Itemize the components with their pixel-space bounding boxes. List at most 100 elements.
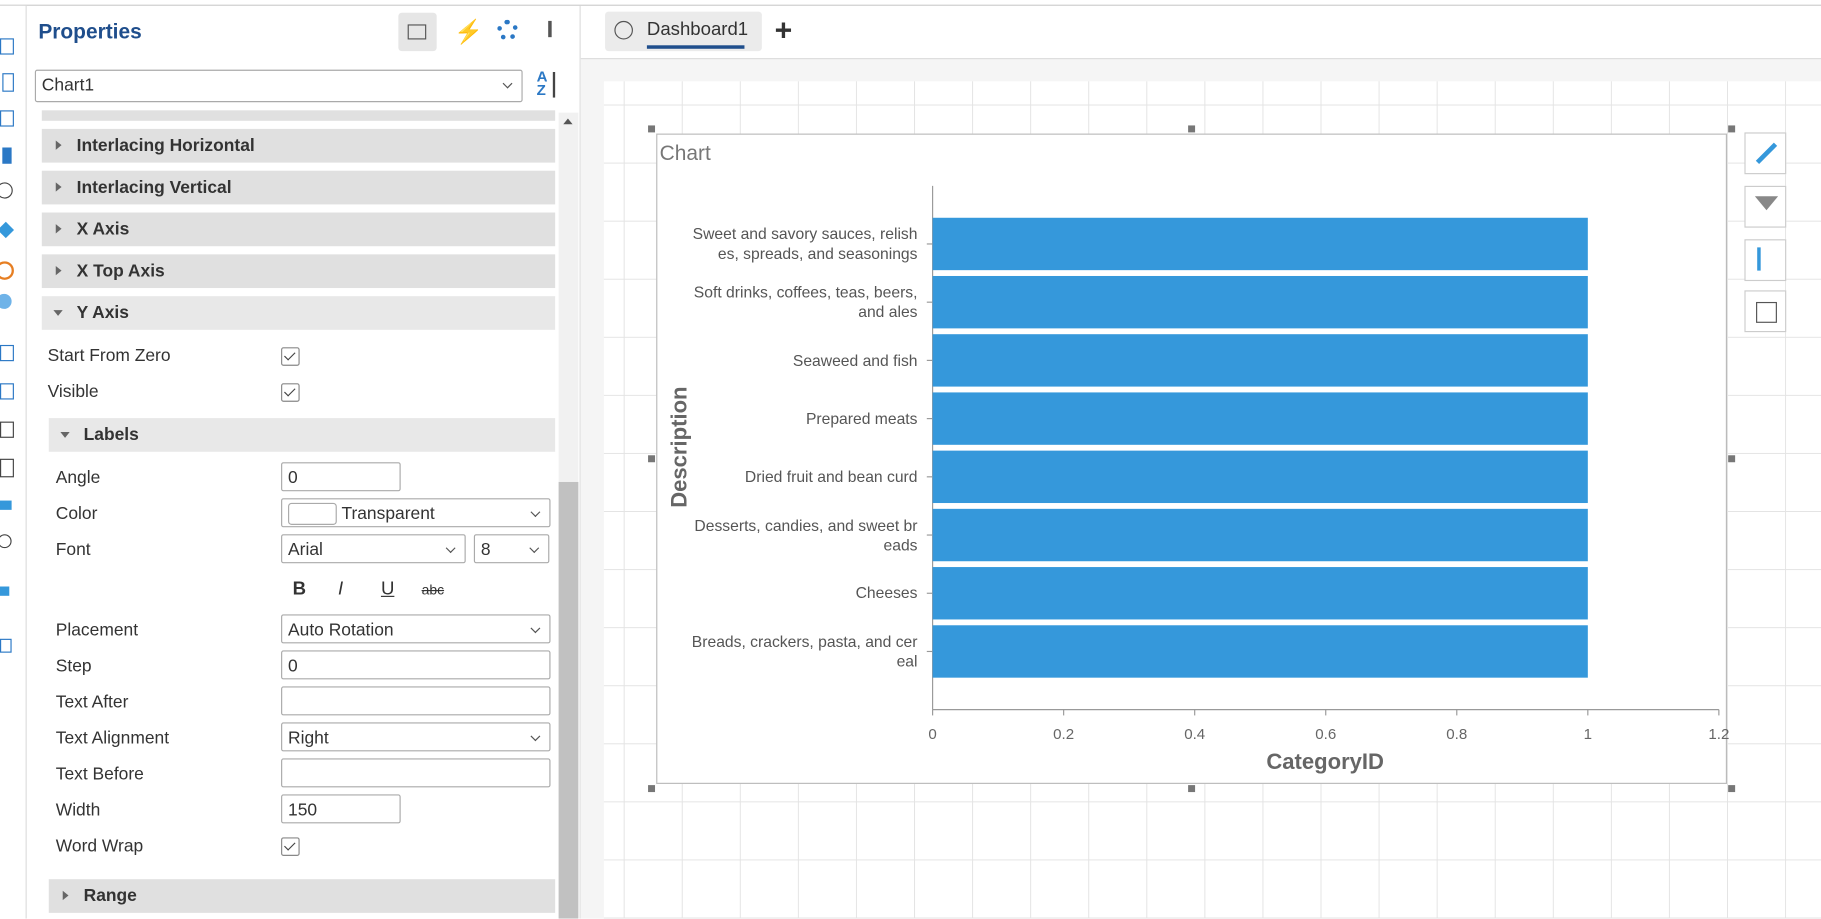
prop-label: Step (55, 656, 92, 676)
section-title: X Axis (76, 219, 130, 240)
section-header[interactable]: Range (48, 879, 556, 913)
resize-handle[interactable] (648, 125, 656, 133)
font-family: Arial (288, 540, 323, 560)
section-header[interactable]: Interlacing Vertical (41, 170, 556, 205)
properties-title: Properties (38, 19, 142, 43)
resize-handle[interactable] (1188, 785, 1196, 793)
section-header[interactable]: Labels (48, 418, 556, 452)
tool-icon[interactable] (0, 221, 15, 239)
resize-handle[interactable] (648, 785, 656, 793)
prop-label: Start From Zero (47, 346, 171, 366)
settings-button[interactable] (497, 19, 518, 41)
placement-value: Auto Rotation (288, 620, 394, 640)
tool-icon[interactable] (0, 383, 14, 400)
section-stub (41, 110, 556, 121)
tool-icon[interactable] (0, 261, 14, 280)
checkbox[interactable] (281, 347, 300, 366)
resize-handle[interactable] (1728, 785, 1736, 793)
tool-icon[interactable] (0, 534, 12, 549)
section-title: Labels (83, 425, 139, 445)
tool-icon[interactable] (0, 638, 12, 653)
alignment-select[interactable]: Right (281, 722, 551, 752)
underline-button[interactable]: U (380, 579, 395, 600)
tool-icon[interactable] (0, 458, 14, 478)
color-select[interactable]: Transparent (281, 498, 551, 528)
prop-label: Word Wrap (55, 836, 144, 856)
resize-handle[interactable] (1728, 455, 1736, 463)
section-header[interactable]: Interlacing Horizontal (41, 128, 556, 163)
y-tick-label: Sweet and savory sauces, relishes, sprea… (692, 225, 918, 263)
prop-label: Placement (55, 620, 139, 640)
prop-label: Color (55, 504, 98, 524)
alignment-value: Right (288, 728, 329, 748)
checkbox[interactable] (281, 383, 300, 402)
section-title: Range (83, 886, 137, 906)
object-name: Chart1 (41, 75, 95, 96)
object-select[interactable]: Chart1 (34, 69, 523, 103)
prop-label: Width (55, 800, 101, 820)
tool-icon[interactable] (0, 500, 12, 510)
top-border (0, 4, 1821, 6)
tool-icon[interactable] (0, 293, 12, 309)
tab-name: Dashboard1 (646, 19, 749, 40)
resize-handle[interactable] (1728, 125, 1736, 133)
text-input[interactable] (281, 758, 551, 788)
y-tick-label: Prepared meats (805, 409, 918, 428)
section-title: Interlacing Vertical (76, 177, 232, 198)
tool-icon[interactable] (0, 38, 14, 55)
tool-icon[interactable] (0, 110, 14, 127)
tool-icon[interactable] (0, 586, 10, 596)
resize-handle[interactable] (648, 455, 656, 463)
y-tick-label: Desserts, candies, and sweet breads (694, 516, 918, 554)
size-select[interactable]: 8 (473, 534, 550, 564)
text-input[interactable]: 0 (281, 462, 401, 492)
y-tick-label: Dried fruit and bean curd (744, 468, 918, 486)
y-tick-label: Soft drinks, coffees, teas, beers, and a… (693, 283, 918, 321)
toolbox (0, 5, 27, 919)
section-title: Interlacing Horizontal (76, 135, 255, 156)
filter-button[interactable] (1744, 185, 1787, 228)
color-value: Transparent (341, 504, 435, 524)
tool-icon[interactable] (0, 421, 14, 438)
dashboard-tab[interactable]: Dashboard1 (605, 11, 762, 52)
prop-label: Text After (55, 692, 129, 712)
placement-select[interactable]: Auto Rotation (281, 614, 551, 644)
font-select[interactable]: Arial (281, 534, 466, 564)
font-size: 8 (480, 540, 491, 560)
properties-tab-button[interactable] (398, 12, 437, 52)
text-input[interactable] (281, 686, 551, 716)
prop-label: Text Alignment (55, 728, 170, 748)
prop-label: Font (55, 540, 91, 560)
edit-button[interactable] (1744, 132, 1787, 175)
add-tab-button[interactable]: + (774, 12, 793, 48)
sort-arrow (552, 72, 556, 98)
section-header[interactable]: Y Axis (41, 296, 556, 330)
y-tick-label: Breads, crackers, pasta, and cereal (691, 632, 918, 671)
bold-button[interactable]: B (292, 579, 307, 600)
pin-button[interactable] (548, 20, 552, 38)
tool-icon[interactable] (2, 147, 12, 164)
italic-button[interactable]: I (337, 579, 344, 600)
text-input[interactable]: 0 (281, 650, 551, 680)
prop-label: Text Before (55, 764, 144, 784)
sort-data-button[interactable] (1744, 239, 1787, 282)
section-title: X Top Axis (76, 261, 165, 282)
events-button[interactable]: ⚡ (454, 19, 484, 46)
prop-label: Angle (55, 468, 101, 488)
section-header[interactable]: X Top Axis (41, 254, 556, 289)
tool-icon[interactable] (2, 73, 14, 92)
change-type-button[interactable] (1744, 290, 1787, 333)
tool-icon[interactable] (0, 344, 14, 362)
resize-handle[interactable] (1188, 125, 1196, 133)
section-header[interactable]: X Axis (41, 212, 556, 247)
text-input[interactable]: 150 (281, 794, 401, 824)
checkbox[interactable] (281, 837, 300, 856)
section-title: Y Axis (76, 303, 129, 323)
y-tick-label: Cheeses (855, 584, 918, 602)
strike-button[interactable]: abc (421, 581, 445, 599)
tool-icon[interactable] (0, 182, 13, 199)
scrollbar[interactable] (558, 112, 579, 919)
